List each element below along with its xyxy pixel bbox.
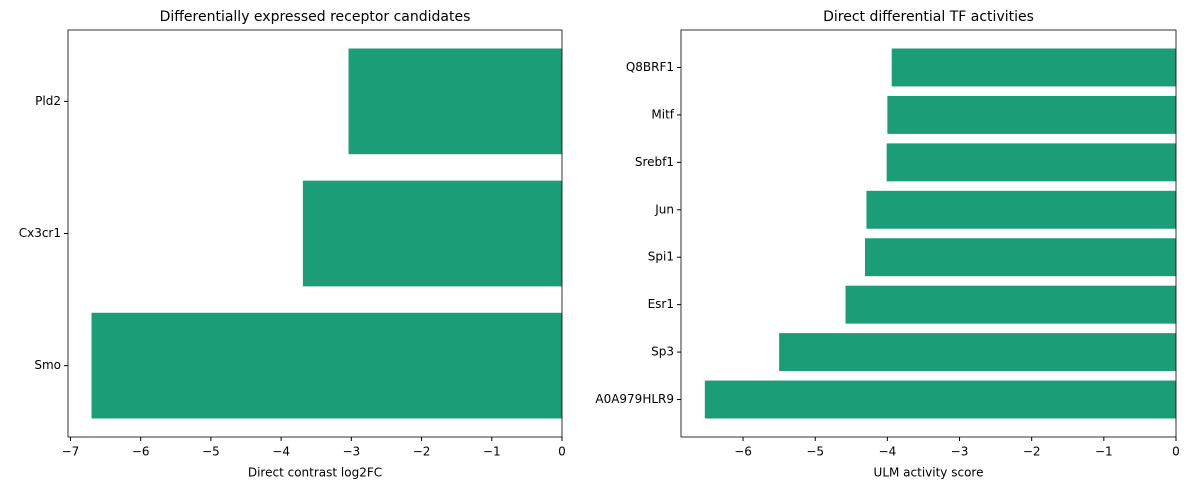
x-tick-label: 0 xyxy=(558,445,566,459)
x-tick-label: −2 xyxy=(1023,445,1041,459)
x-tick-label: −1 xyxy=(483,445,501,459)
x-tick-label: −1 xyxy=(1095,445,1113,459)
x-tick-label: −6 xyxy=(132,445,150,459)
x-tick-label: −4 xyxy=(272,445,290,459)
x-axis-label: Direct contrast log2FC xyxy=(248,466,382,480)
bar xyxy=(845,285,1176,324)
y-tick-label: Spi1 xyxy=(648,250,674,264)
x-tick-label: −3 xyxy=(342,445,360,459)
y-tick-label: Srebf1 xyxy=(635,155,674,169)
x-tick-label: −3 xyxy=(951,445,969,459)
bar xyxy=(887,95,1176,134)
y-tick-label: Jun xyxy=(654,202,674,216)
x-tick-label: −6 xyxy=(734,445,752,459)
x-tick-label: −5 xyxy=(202,445,220,459)
bar xyxy=(704,380,1176,419)
bar xyxy=(91,312,563,419)
x-axis-label: ULM activity score xyxy=(874,466,984,480)
x-tick-label: −5 xyxy=(806,445,824,459)
y-tick-label: A0A979HLR9 xyxy=(595,392,674,406)
y-tick-label: Smo xyxy=(34,358,61,372)
bar xyxy=(886,143,1176,182)
x-tick-label: −7 xyxy=(62,445,80,459)
bar xyxy=(779,333,1176,372)
y-tick-label: Sp3 xyxy=(651,345,674,359)
x-tick-label: −2 xyxy=(413,445,431,459)
chart-title: Differentially expressed receptor candid… xyxy=(160,9,471,25)
bar xyxy=(865,238,1176,277)
bar xyxy=(302,180,562,287)
y-tick-label: Cx3cr1 xyxy=(19,226,61,240)
y-tick-label: Q8BRF1 xyxy=(626,60,674,74)
bar xyxy=(891,48,1176,87)
chart-title: Direct differential TF activities xyxy=(823,9,1034,25)
x-tick-label: −4 xyxy=(879,445,897,459)
axes-frame xyxy=(67,29,563,438)
y-tick-label: Pld2 xyxy=(35,94,61,108)
y-tick-label: Mitf xyxy=(651,107,674,121)
bar xyxy=(866,190,1176,229)
x-tick-label: 0 xyxy=(1172,445,1180,459)
bar xyxy=(348,48,562,155)
axes-frame xyxy=(680,29,1177,438)
y-tick-label: Esr1 xyxy=(648,297,674,311)
